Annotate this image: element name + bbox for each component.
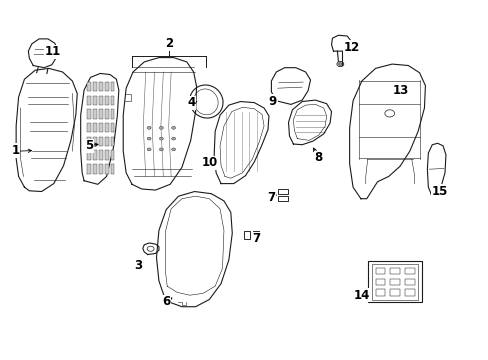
Bar	[104, 109, 108, 119]
Bar	[87, 109, 91, 119]
Bar	[104, 123, 108, 132]
Text: 10: 10	[202, 156, 218, 169]
Circle shape	[171, 126, 175, 129]
Bar	[99, 96, 102, 105]
Polygon shape	[123, 58, 196, 190]
Bar	[277, 196, 287, 201]
Polygon shape	[214, 102, 268, 184]
Bar	[99, 82, 102, 91]
Bar	[277, 189, 287, 194]
Bar	[104, 164, 108, 174]
Bar	[99, 150, 102, 160]
Text: 9: 9	[268, 95, 276, 108]
Text: 12: 12	[343, 41, 360, 54]
Bar	[87, 150, 91, 160]
Bar	[404, 279, 414, 285]
Bar	[93, 96, 97, 105]
Bar	[99, 164, 102, 174]
Polygon shape	[142, 243, 159, 255]
Polygon shape	[427, 143, 445, 196]
Text: 3: 3	[134, 259, 142, 272]
Bar	[99, 123, 102, 132]
Polygon shape	[16, 68, 77, 192]
Text: 7: 7	[252, 232, 260, 245]
Ellipse shape	[189, 85, 223, 118]
Text: 11: 11	[44, 45, 61, 58]
Bar	[104, 96, 108, 105]
Bar	[87, 82, 91, 91]
Text: 14: 14	[353, 289, 369, 302]
Circle shape	[147, 148, 151, 151]
Text: 5: 5	[85, 139, 93, 152]
Polygon shape	[81, 73, 119, 184]
Polygon shape	[156, 192, 232, 307]
Bar	[404, 268, 414, 274]
Polygon shape	[288, 100, 331, 145]
Circle shape	[147, 137, 151, 140]
Bar	[110, 82, 114, 91]
Bar	[93, 123, 97, 132]
Circle shape	[159, 137, 163, 140]
Bar	[375, 289, 385, 296]
Bar	[87, 164, 91, 174]
Bar	[104, 137, 108, 146]
Bar	[104, 150, 108, 160]
Bar	[389, 289, 399, 296]
Bar	[371, 264, 417, 300]
Bar	[99, 137, 102, 146]
Bar	[253, 231, 259, 239]
Bar	[389, 279, 399, 285]
Polygon shape	[28, 39, 58, 68]
Bar	[367, 261, 421, 302]
Circle shape	[338, 63, 342, 66]
Bar	[93, 137, 97, 146]
Bar	[93, 150, 97, 160]
Circle shape	[171, 148, 175, 151]
Text: 1: 1	[12, 144, 20, 157]
Text: 2: 2	[165, 37, 173, 50]
Circle shape	[171, 137, 175, 140]
Bar	[404, 289, 414, 296]
Bar	[110, 109, 114, 119]
Bar	[110, 96, 114, 105]
Text: 15: 15	[431, 185, 447, 198]
Circle shape	[159, 126, 163, 129]
Bar	[110, 137, 114, 146]
Text: 4: 4	[187, 96, 195, 109]
Bar	[104, 82, 108, 91]
Bar	[99, 109, 102, 119]
Bar	[93, 82, 97, 91]
Polygon shape	[271, 68, 310, 104]
Bar	[110, 150, 114, 160]
Bar	[93, 109, 97, 119]
Circle shape	[147, 126, 151, 129]
Text: 6: 6	[162, 295, 170, 308]
Text: 8: 8	[314, 151, 322, 164]
Bar	[389, 268, 399, 274]
Bar	[110, 123, 114, 132]
Bar	[110, 164, 114, 174]
Bar	[375, 279, 385, 285]
Text: 13: 13	[392, 84, 408, 97]
Bar	[87, 137, 91, 146]
Bar	[87, 123, 91, 132]
Circle shape	[159, 148, 163, 151]
Bar	[375, 268, 385, 274]
Bar	[87, 96, 91, 105]
Polygon shape	[331, 35, 350, 51]
Text: 7: 7	[267, 191, 275, 204]
Polygon shape	[349, 64, 425, 199]
Bar	[93, 164, 97, 174]
Bar	[244, 231, 250, 239]
